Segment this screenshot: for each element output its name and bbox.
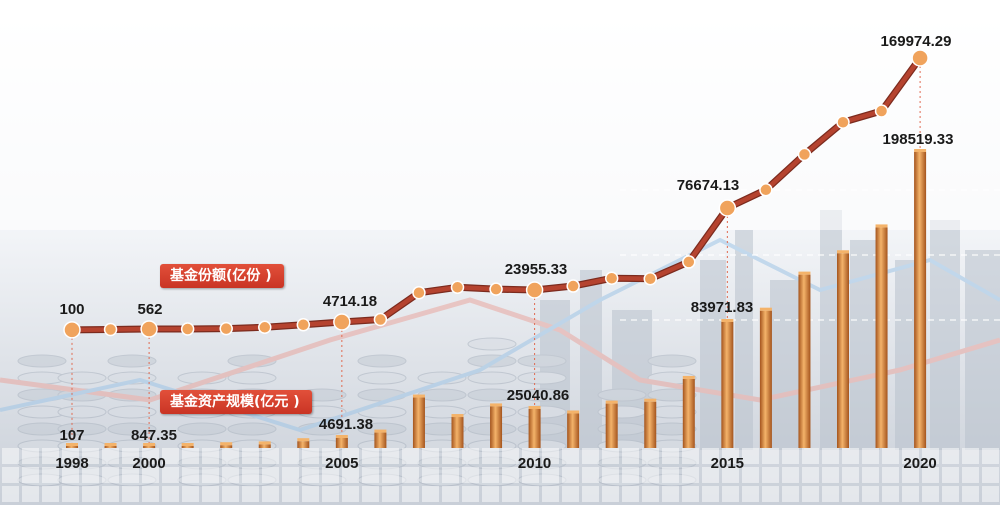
bar-cap-2002 bbox=[220, 442, 233, 446]
line-label-1998: 100 bbox=[59, 301, 84, 318]
bar-label-2020: 198519.33 bbox=[883, 131, 954, 148]
bar-cap-2018 bbox=[837, 250, 849, 254]
bar-2020 bbox=[914, 152, 927, 448]
marker-2014 bbox=[682, 255, 696, 269]
bar-2011 bbox=[567, 413, 580, 448]
x-tick-2005: 2005 bbox=[325, 455, 358, 472]
marker-2001 bbox=[180, 322, 195, 336]
marker-1998 bbox=[63, 321, 81, 339]
marker-2012 bbox=[604, 271, 619, 286]
marker-2004 bbox=[296, 317, 311, 332]
marker-2002 bbox=[219, 321, 233, 336]
bar-cap-2000 bbox=[143, 443, 156, 446]
marker-2000 bbox=[140, 320, 158, 338]
bar-2008 bbox=[451, 417, 464, 448]
marker-2015 bbox=[718, 199, 737, 217]
bar-1999 bbox=[104, 446, 117, 448]
marker-2019 bbox=[874, 104, 889, 118]
bar-cap-2011 bbox=[567, 410, 580, 414]
bar-2005 bbox=[335, 438, 348, 448]
bar-cap-2004 bbox=[297, 438, 310, 442]
bar-cap-1998 bbox=[66, 443, 78, 446]
bars bbox=[66, 149, 927, 448]
bar-cap-2015 bbox=[721, 319, 734, 322]
x-tick-2010: 2010 bbox=[518, 455, 551, 472]
bar-label-1998: 107 bbox=[59, 427, 84, 444]
bar-cap-2010 bbox=[528, 406, 541, 409]
bar-cap-2019 bbox=[875, 224, 888, 228]
x-tick-1998: 1998 bbox=[55, 455, 88, 472]
marker-2018 bbox=[836, 115, 850, 130]
bar-2015 bbox=[721, 322, 734, 448]
bar-cap-2013 bbox=[644, 398, 657, 402]
bar-2002 bbox=[220, 445, 233, 448]
bar-cap-2009 bbox=[490, 403, 503, 407]
marker-1999 bbox=[103, 322, 118, 337]
bar-cap-1999 bbox=[104, 443, 117, 446]
bar-2018 bbox=[837, 253, 849, 448]
bar-cap-2017 bbox=[798, 271, 811, 275]
bar-2006 bbox=[374, 432, 387, 448]
line-label-2005: 4714.18 bbox=[323, 293, 377, 310]
marker-2003 bbox=[258, 320, 272, 335]
bar-cap-2008 bbox=[451, 414, 464, 418]
line-markers bbox=[63, 49, 929, 339]
bar-2004 bbox=[297, 441, 310, 448]
legend-badge-shares: 基金份额(亿份 ) bbox=[160, 264, 284, 288]
line-label-2020: 169974.29 bbox=[881, 33, 952, 50]
marker-2017 bbox=[797, 147, 812, 162]
bar-2016 bbox=[759, 310, 772, 448]
bar-2003 bbox=[258, 444, 271, 448]
bar-cap-2003 bbox=[258, 441, 271, 445]
marker-2005 bbox=[333, 313, 351, 331]
bar-label-2010: 25040.86 bbox=[507, 387, 570, 404]
marker-2009 bbox=[489, 282, 503, 296]
bar-label-2000: 847.35 bbox=[131, 427, 177, 444]
bar-2013 bbox=[644, 401, 657, 448]
bar-cap-2016 bbox=[759, 307, 772, 311]
marker-2011 bbox=[566, 279, 580, 293]
bar-2009 bbox=[490, 406, 503, 448]
line-label-2010: 23955.33 bbox=[505, 261, 568, 278]
line-label-2000: 562 bbox=[137, 301, 162, 318]
label-connectors bbox=[71, 66, 921, 446]
bar-cap-2007 bbox=[412, 394, 425, 398]
bar-1998 bbox=[66, 446, 78, 448]
marker-2013 bbox=[643, 271, 657, 286]
bar-label-2015: 83971.83 bbox=[691, 299, 754, 316]
bar-2017 bbox=[798, 274, 811, 448]
bar-2012 bbox=[605, 403, 618, 448]
bar-cap-2012 bbox=[605, 400, 618, 404]
bar-2001 bbox=[181, 446, 194, 448]
bar-cap-2005 bbox=[335, 435, 348, 438]
bar-2000 bbox=[143, 446, 156, 448]
marker-2007 bbox=[412, 286, 426, 300]
bar-2019 bbox=[875, 227, 888, 448]
bar-label-2005: 4691.38 bbox=[319, 416, 373, 433]
bar-cap-2020 bbox=[914, 149, 927, 152]
marker-2020 bbox=[911, 49, 929, 67]
marker-2016 bbox=[759, 183, 773, 197]
bar-cap-2006 bbox=[374, 429, 387, 433]
bar-cap-2014 bbox=[682, 375, 695, 379]
legend-badge-assets: 基金资产规模(亿元 ) bbox=[160, 390, 312, 414]
marker-2010 bbox=[525, 281, 544, 299]
bar-2010 bbox=[528, 409, 541, 448]
marker-2008 bbox=[450, 280, 465, 295]
bar-2014 bbox=[682, 378, 695, 448]
line-label-2015: 76674.13 bbox=[677, 177, 740, 194]
x-tick-2015: 2015 bbox=[711, 455, 744, 472]
x-tick-2020: 2020 bbox=[903, 455, 936, 472]
bar-2007 bbox=[412, 397, 425, 448]
x-tick-2000: 2000 bbox=[132, 455, 165, 472]
bar-cap-2001 bbox=[181, 443, 194, 446]
marker-2006 bbox=[373, 312, 388, 327]
